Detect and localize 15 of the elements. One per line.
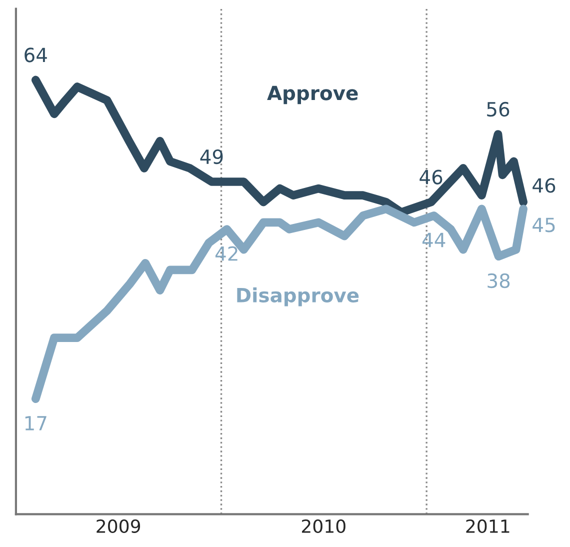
data-label: 49: [200, 149, 223, 164]
data-label: 46: [420, 170, 442, 184]
data-label: 17: [25, 416, 46, 430]
data-label: 46: [532, 178, 556, 193]
data-label: 64: [24, 48, 47, 62]
text: Approve: [267, 86, 358, 104]
series-label: Disapprove: [237, 287, 359, 306]
data-label: 38: [488, 273, 510, 288]
data-label: 56: [487, 102, 510, 117]
data-label: 45: [532, 218, 555, 232]
x-tick-label: 2010: [302, 519, 346, 534]
data-label: 44: [422, 232, 446, 248]
data-label: 42: [215, 246, 238, 261]
x-tick-label: 2011: [466, 519, 510, 534]
x-tick-label: 2009: [96, 519, 140, 534]
